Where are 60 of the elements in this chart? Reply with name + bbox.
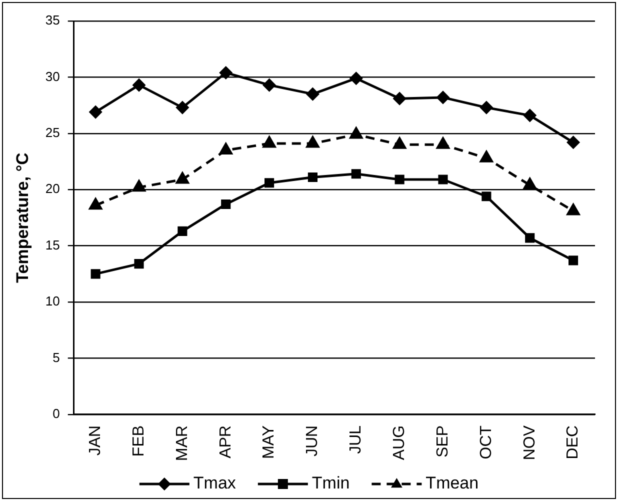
x-tick-label: JUN [304,425,322,457]
point [221,199,231,210]
point [480,150,493,162]
point [132,78,146,92]
point [436,91,450,104]
x-tick-label: NOV [521,425,538,460]
point [176,101,189,114]
point [308,172,318,182]
x-tick-label: JUL [348,425,365,454]
point [89,198,102,210]
x-tick-label: AUG [390,425,408,460]
point [219,143,232,155]
y-tick-label: 0 [52,406,60,422]
y-tick-label: 15 [45,237,60,252]
point [306,88,319,100]
point [263,78,276,92]
x-tick-label: SEP [434,425,452,458]
point [436,137,450,149]
x-tick-label: MAY [260,425,278,459]
y-tick-label: 5 [52,350,60,365]
point [568,256,578,266]
point [89,106,102,118]
point [394,174,404,184]
point [524,109,536,122]
legend-label: Tmin [312,474,350,493]
y-tick-label: 25 [45,124,60,140]
point [90,269,100,279]
legend-label: Tmax [193,474,236,493]
point [438,174,448,184]
point [393,137,406,149]
x-tick-label: JAN [86,425,104,456]
point [567,136,580,149]
point [482,192,492,202]
point [264,178,274,188]
point [350,127,363,139]
y-tick-label: 10 [45,294,60,309]
point [525,233,535,243]
y-tick-label: 20 [45,181,60,196]
point [176,172,189,184]
y-tick-label: 30 [45,68,60,84]
point [393,92,406,105]
x-tick-label: MAR [174,425,191,462]
point [351,169,361,179]
point [306,136,320,148]
point [220,66,232,79]
point [566,204,580,216]
y-tick-label: 35 [45,12,60,28]
x-tick-label: OCT [478,425,495,460]
point [350,72,362,85]
legend-label: Tmean [426,474,479,493]
point [262,136,276,148]
point [178,226,188,236]
y-axis-title: Temperature, °C [12,152,32,283]
point [523,178,536,190]
point [134,259,144,269]
x-tick-label: DEC [564,425,582,460]
point [480,101,493,114]
point [132,180,146,192]
x-tick-label: FEB [130,425,148,457]
x-tick-label: APR [217,425,234,458]
